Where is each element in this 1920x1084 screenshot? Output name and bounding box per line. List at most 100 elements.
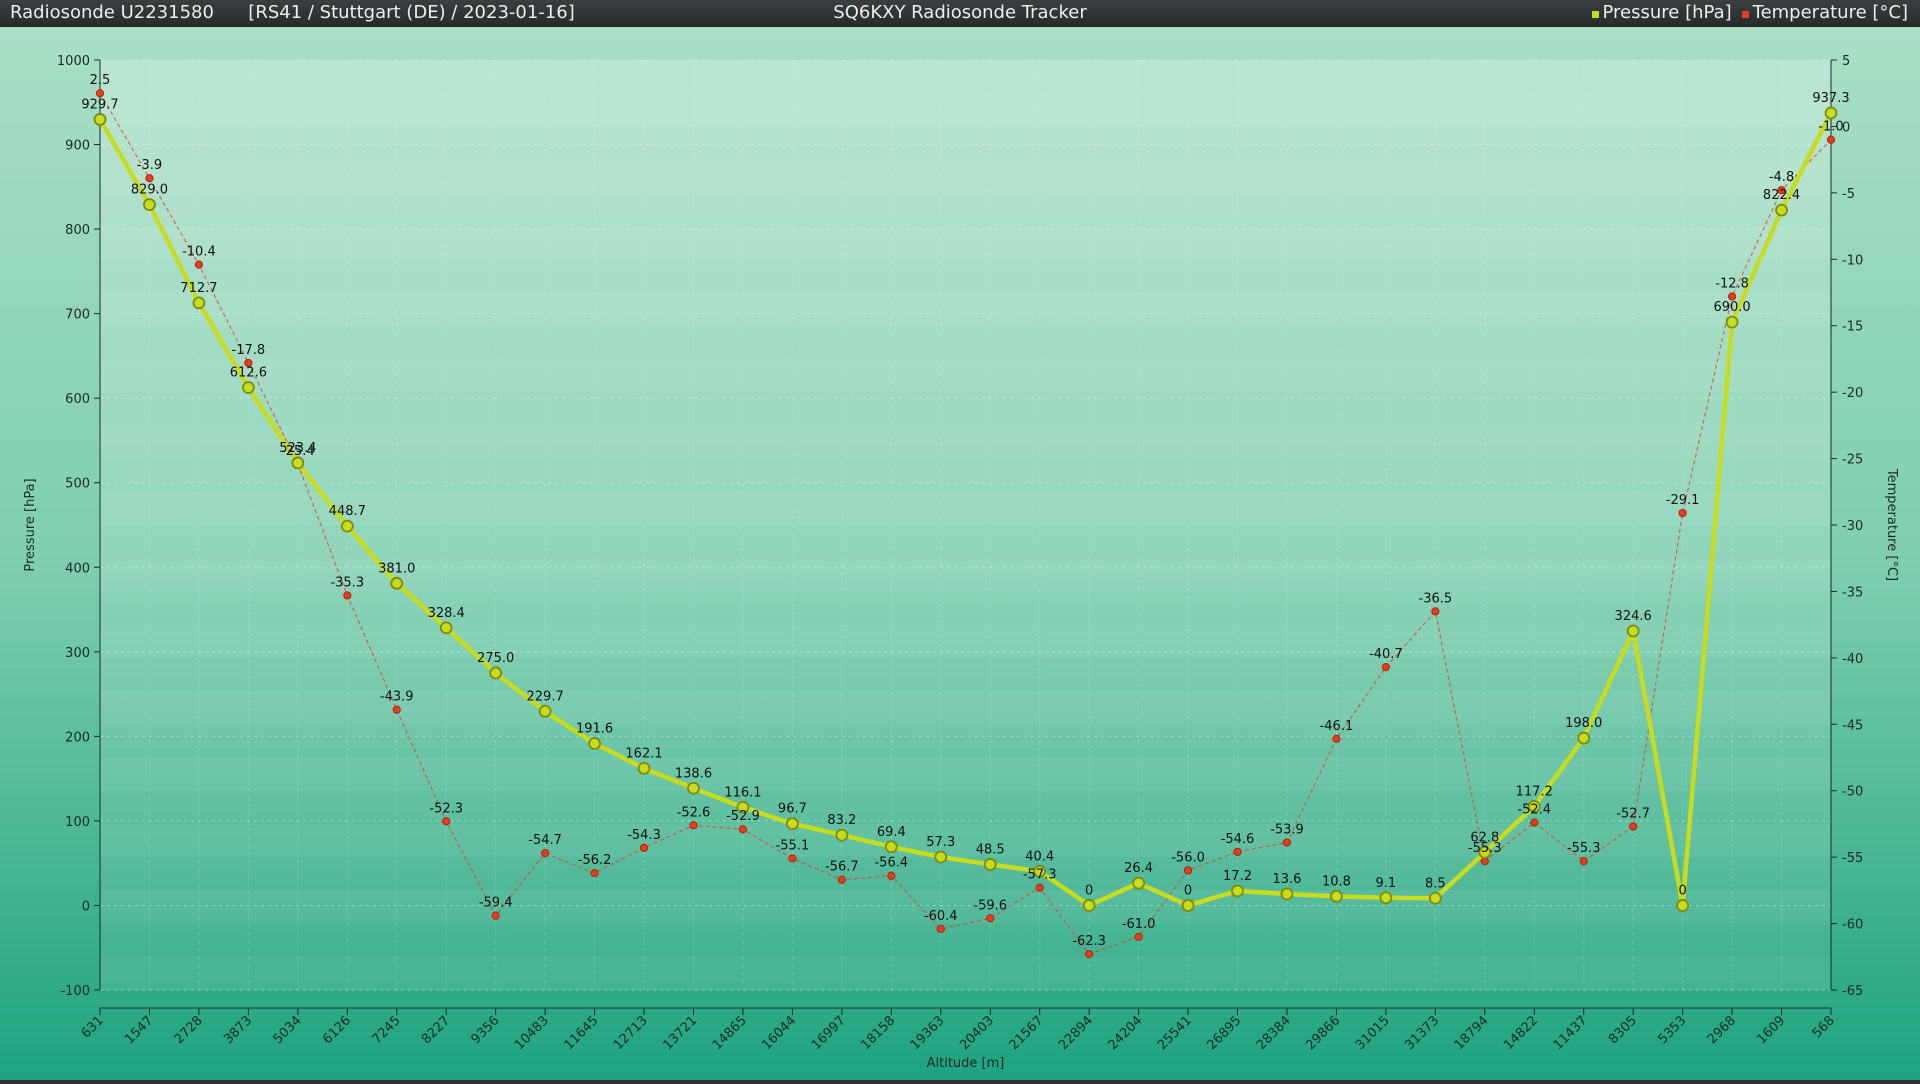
temperature-data-label: -43.9 — [380, 690, 414, 705]
temperature-point[interactable] — [1629, 822, 1638, 831]
temperature-data-label: -36.5 — [1419, 591, 1453, 606]
temperature-point[interactable] — [491, 911, 500, 920]
pressure-point[interactable] — [241, 381, 255, 394]
y-right-tick-label: -60 — [1842, 918, 1863, 933]
pressure-data-label: 381.0 — [378, 561, 415, 576]
temperature-point[interactable] — [1826, 135, 1836, 144]
pressure-point[interactable] — [291, 456, 305, 470]
temperature-point[interactable] — [1183, 866, 1193, 875]
temperature-data-label: -29.1 — [1666, 493, 1700, 508]
pressure-point[interactable] — [390, 576, 404, 590]
temperature-point[interactable] — [541, 849, 550, 858]
pressure-point[interactable] — [983, 858, 997, 871]
pressure-point[interactable] — [786, 817, 799, 831]
pressure-point[interactable] — [1824, 106, 1838, 120]
pressure-point[interactable] — [340, 519, 354, 533]
temperature-point[interactable] — [738, 825, 748, 834]
pressure-point[interactable] — [687, 781, 700, 795]
pressure-point[interactable] — [1626, 624, 1640, 638]
pressure-point[interactable] — [1231, 884, 1244, 898]
pressure-point[interactable] — [588, 737, 601, 750]
pressure-point[interactable] — [1181, 899, 1195, 912]
y-left-tick-label: 1000 — [57, 54, 90, 69]
pressure-point[interactable] — [538, 704, 552, 718]
pressure-point[interactable] — [884, 840, 898, 854]
pressure-point[interactable] — [1676, 899, 1690, 912]
legend-item-pressure[interactable]: Pressure [hPa] — [1591, 0, 1732, 26]
pressure-point[interactable] — [736, 800, 750, 814]
pressure-point[interactable] — [1428, 891, 1442, 905]
temperature-point[interactable] — [986, 914, 995, 923]
temperature-point[interactable] — [1431, 607, 1440, 616]
pressure-point[interactable] — [1033, 864, 1047, 878]
plot-stripe — [100, 226, 1831, 260]
chart-area: -100 0 100 200 300 400 500 600 700 800 900 1000 -65-… — [0, 27, 1920, 1080]
temperature-point[interactable] — [95, 89, 105, 98]
temperature-point[interactable] — [1282, 838, 1292, 847]
temperature-series — [95, 89, 1836, 959]
plot-stripe — [100, 425, 1831, 459]
pressure-point[interactable] — [1379, 891, 1393, 905]
pressure-point[interactable] — [1775, 203, 1788, 217]
plot-stripe — [100, 159, 1831, 193]
pressure-point[interactable] — [1330, 889, 1343, 903]
temperature-data-label: -52.4 — [1517, 803, 1551, 818]
pressure-point[interactable] — [1082, 899, 1096, 912]
temperature-point[interactable] — [392, 705, 401, 714]
temperature-point[interactable] — [689, 821, 698, 830]
temperature-point[interactable] — [1381, 663, 1390, 672]
pressure-point[interactable] — [192, 296, 206, 310]
y-right-tick-label: 0 — [1842, 120, 1850, 135]
temperature-point[interactable] — [194, 260, 204, 269]
temperature-point[interactable] — [590, 868, 599, 878]
temperature-point[interactable] — [343, 591, 352, 600]
pressure-point[interactable] — [1280, 887, 1294, 901]
temperature-point[interactable] — [1134, 932, 1143, 941]
pressure-point[interactable] — [1132, 876, 1145, 890]
pressure-data-label: 191.6 — [576, 721, 613, 736]
temperature-point[interactable] — [1233, 847, 1242, 856]
y-left-tick-label: 100 — [65, 815, 90, 830]
temperature-data-label: -54.7 — [528, 833, 562, 848]
temperature-point[interactable] — [936, 924, 945, 933]
y-left-tick-label: 400 — [65, 561, 90, 576]
pressure-point[interactable] — [143, 198, 156, 211]
temperature-data-label: -17.8 — [232, 343, 266, 358]
legend-item-temperature[interactable]: Temperature [°C] — [1741, 0, 1908, 26]
y-right-tick-label: -40 — [1842, 652, 1863, 667]
temperature-point[interactable] — [1727, 292, 1737, 301]
temperature-point[interactable] — [887, 871, 896, 880]
pressure-point[interactable] — [93, 113, 107, 126]
plot-stripe — [100, 491, 1831, 525]
temperature-point[interactable] — [1085, 950, 1094, 959]
temperature-point[interactable] — [788, 854, 797, 863]
temperature-point[interactable] — [1777, 186, 1786, 195]
pressure-point[interactable] — [489, 666, 503, 680]
temperature-data-label: -4.8 — [1769, 170, 1794, 185]
temperature-point[interactable] — [1035, 883, 1044, 892]
legend: Pressure [hPa] Temperature [°C] — [1591, 0, 1908, 26]
temperature-point[interactable] — [1530, 818, 1539, 827]
temperature-point[interactable] — [1332, 734, 1341, 744]
temperature-point[interactable] — [1579, 857, 1588, 866]
y-left-tick-label: -100 — [60, 984, 90, 999]
temperature-point[interactable] — [244, 358, 253, 368]
pressure-point[interactable] — [934, 850, 948, 864]
temperature-data-label: -56.0 — [1171, 850, 1205, 865]
temperature-point[interactable] — [837, 875, 846, 884]
pressure-data-label: 9.1 — [1376, 876, 1397, 891]
temperature-point[interactable] — [1678, 508, 1687, 518]
pressure-point[interactable] — [1478, 845, 1492, 859]
pressure-point[interactable] — [637, 762, 651, 775]
pressure-point[interactable] — [1527, 799, 1541, 813]
app-title: SQ6KXY Radiosonde Tracker — [833, 2, 1087, 23]
temperature-point[interactable] — [442, 817, 451, 826]
temperature-point[interactable] — [639, 843, 649, 852]
sonde-header: Radiosonde U2231580 [RS41 / Stuttgart (D… — [10, 0, 575, 26]
pressure-point[interactable] — [439, 621, 453, 635]
pressure-data-label: 523.4 — [279, 441, 316, 456]
temperature-point[interactable] — [145, 174, 154, 183]
pressure-point[interactable] — [1577, 731, 1591, 745]
pressure-point[interactable] — [1725, 315, 1739, 329]
pressure-point[interactable] — [835, 828, 849, 842]
